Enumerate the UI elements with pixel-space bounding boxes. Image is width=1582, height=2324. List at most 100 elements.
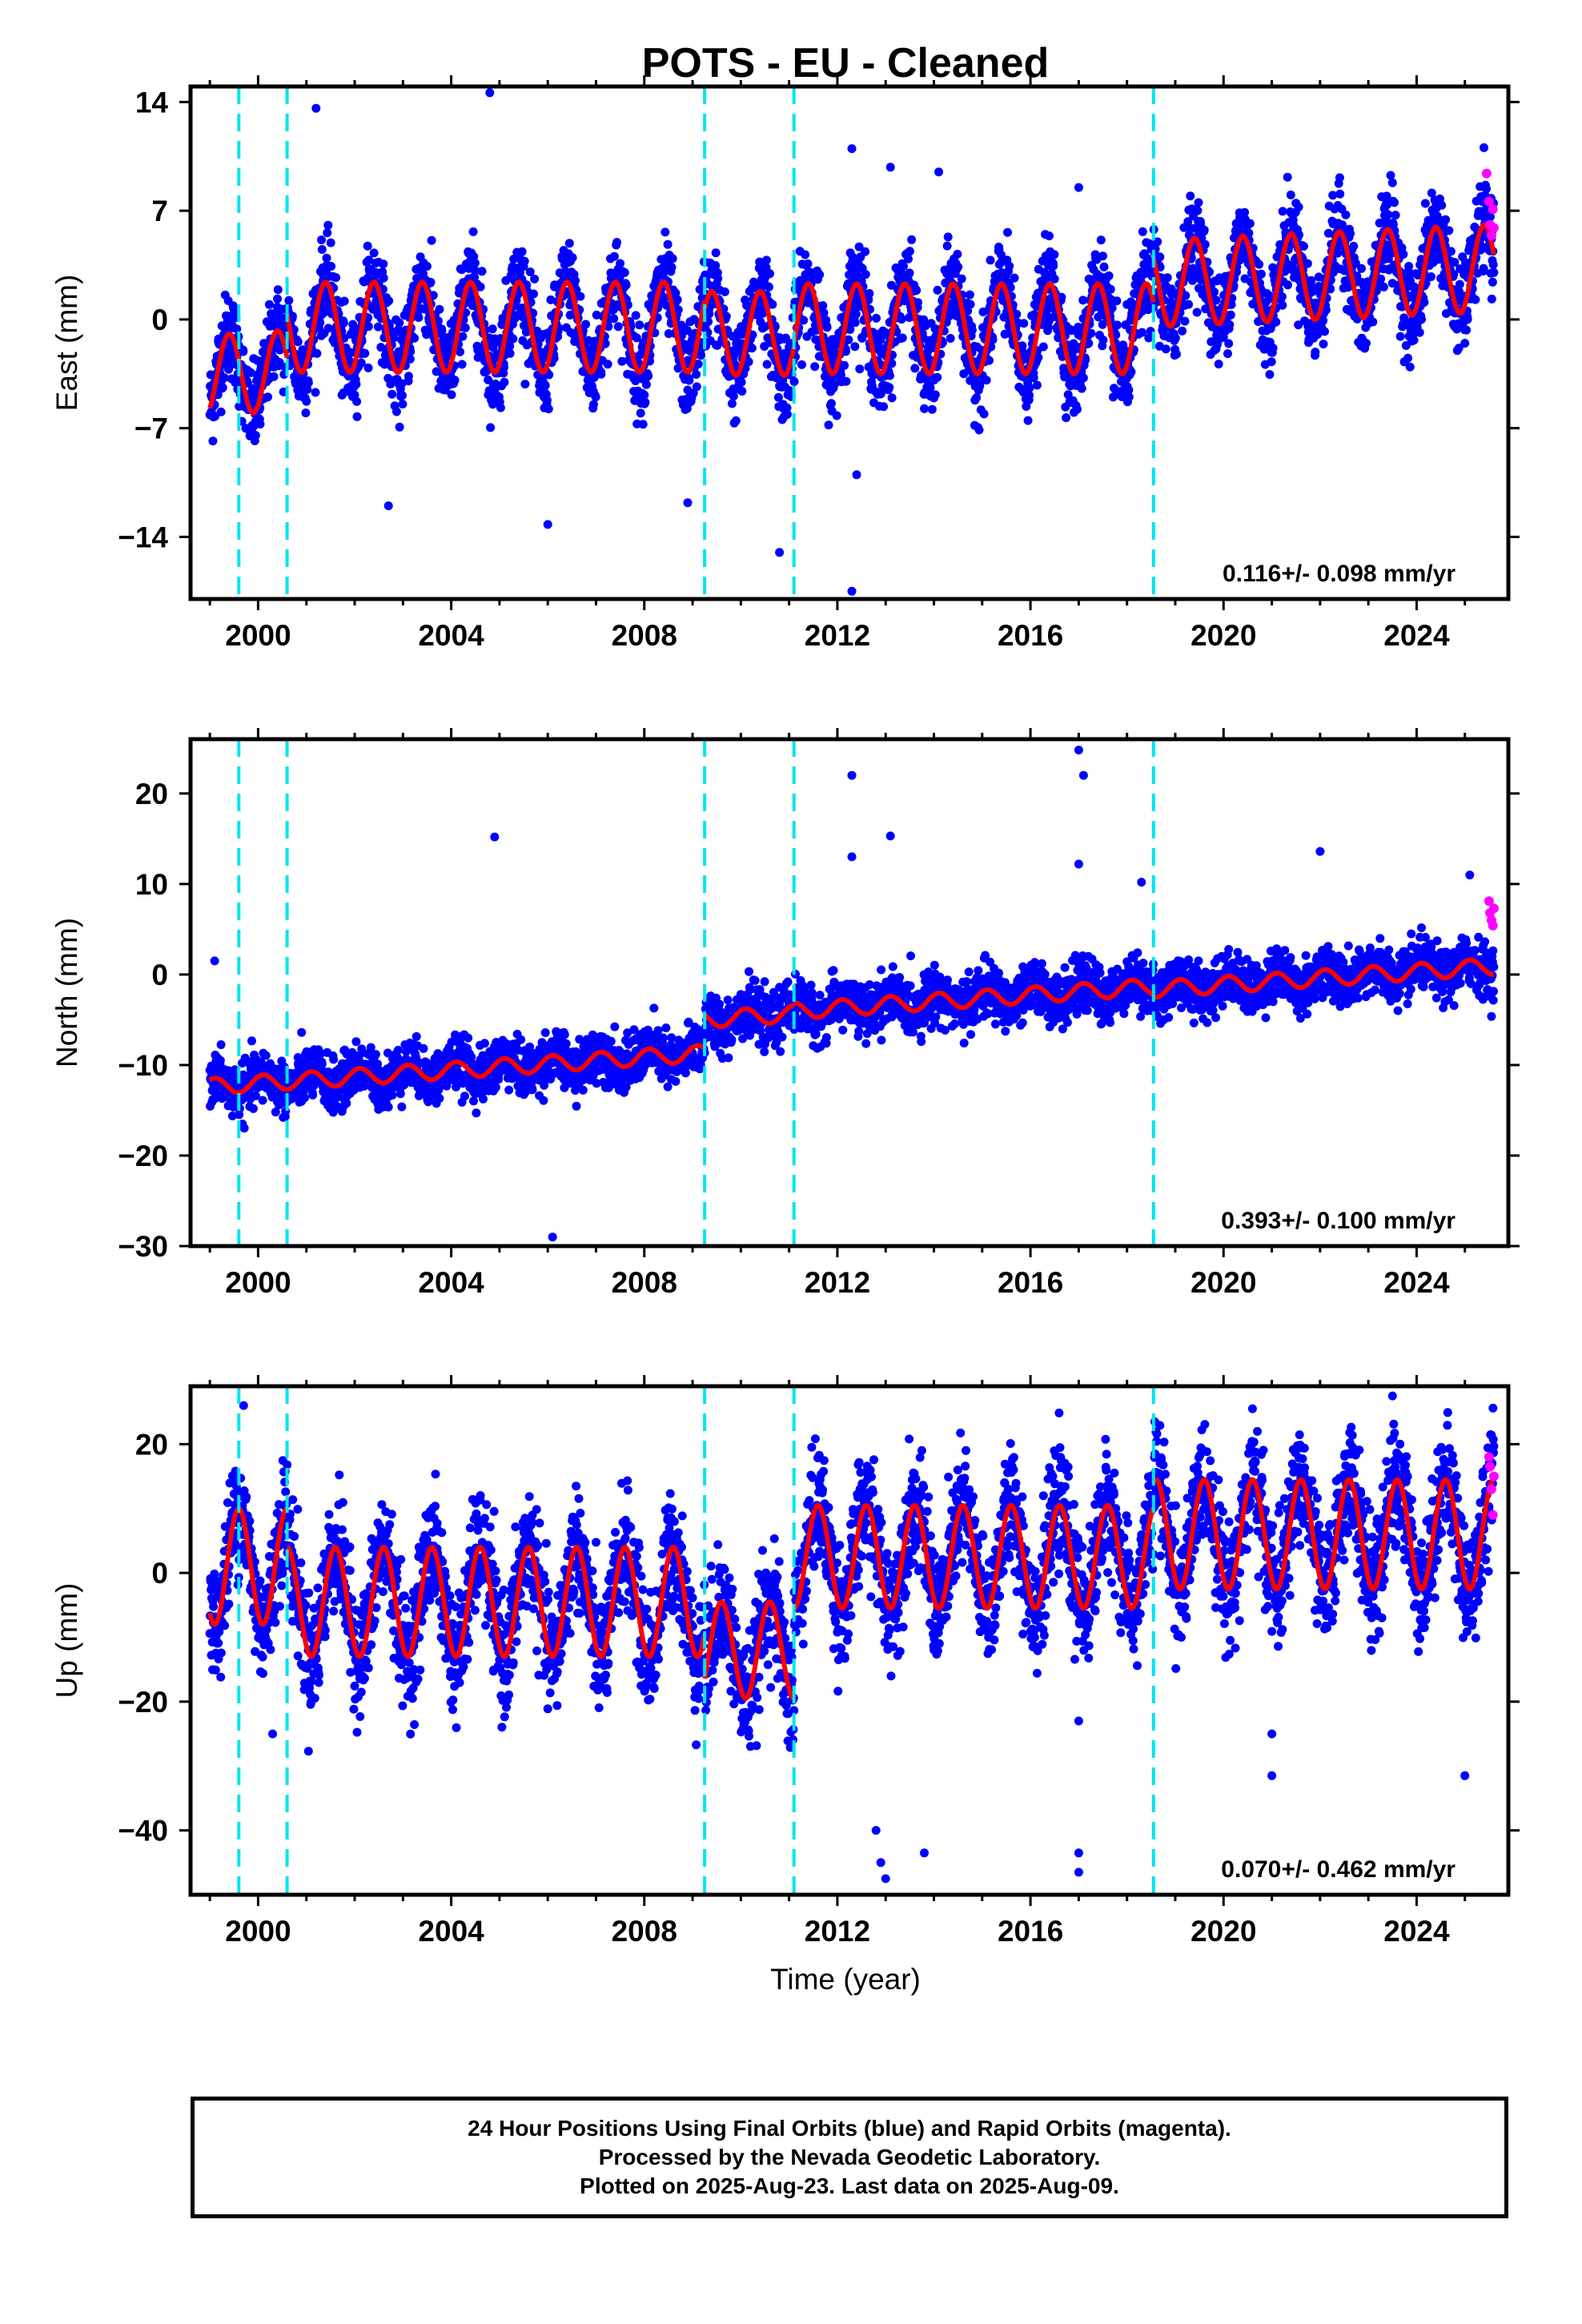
east-data-point bbox=[1311, 348, 1320, 357]
east-data-point bbox=[273, 294, 282, 304]
east-data-point bbox=[218, 383, 227, 392]
east-data-point bbox=[1025, 383, 1034, 392]
north-data-point bbox=[258, 1096, 267, 1105]
east-data-point bbox=[801, 250, 810, 259]
east-data-point bbox=[530, 274, 540, 283]
east-data-point bbox=[1124, 392, 1134, 402]
east-data-point bbox=[1073, 404, 1082, 414]
east-data-point bbox=[620, 267, 629, 277]
east-data-point bbox=[404, 372, 413, 381]
east-data-point bbox=[905, 247, 914, 256]
east-data-point bbox=[1096, 235, 1106, 245]
east-data-point bbox=[668, 254, 677, 263]
east-data-point bbox=[1463, 315, 1472, 324]
east-data-point bbox=[269, 372, 279, 381]
east-data-point bbox=[1186, 191, 1195, 201]
east-data-point bbox=[322, 253, 331, 263]
east-data-point bbox=[1098, 251, 1107, 261]
north-final-orbit-points bbox=[205, 746, 1499, 1242]
east-data-point bbox=[1482, 184, 1491, 194]
east-data-point bbox=[1294, 203, 1303, 211]
east-data-point bbox=[1368, 317, 1378, 327]
east-data-point bbox=[933, 285, 942, 295]
east-data-point bbox=[1409, 336, 1419, 345]
east-data-point bbox=[946, 334, 955, 343]
east-data-point bbox=[667, 263, 677, 272]
east-data-point bbox=[232, 324, 242, 334]
east-data-point bbox=[897, 333, 907, 343]
east-data-point bbox=[384, 296, 394, 306]
east-data-point bbox=[273, 285, 283, 295]
east-data-point bbox=[673, 295, 682, 304]
east-data-point bbox=[1049, 261, 1058, 271]
east-data-point bbox=[1405, 362, 1415, 372]
east-data-point bbox=[1489, 267, 1499, 277]
east-data-point bbox=[727, 399, 737, 408]
east-data-point bbox=[713, 274, 723, 283]
east-data-point bbox=[592, 310, 601, 320]
east-data-point bbox=[1379, 282, 1388, 292]
east-data-point bbox=[635, 320, 644, 330]
x-tick-label: 2016 bbox=[998, 619, 1063, 652]
east-data-point bbox=[640, 390, 649, 400]
east-data-point bbox=[302, 396, 311, 406]
east-data-point bbox=[773, 392, 783, 402]
east-data-point bbox=[953, 249, 962, 259]
east-data-point bbox=[457, 360, 467, 369]
east-data-point bbox=[664, 329, 673, 339]
east-data-point bbox=[581, 320, 591, 329]
east-data-point bbox=[1245, 219, 1255, 228]
east-data-point bbox=[1487, 294, 1496, 304]
east-data-point bbox=[942, 241, 952, 251]
east-data-point bbox=[395, 318, 404, 328]
east-data-point bbox=[1349, 241, 1359, 251]
east-data-point bbox=[264, 300, 274, 309]
north-data-point bbox=[371, 1050, 380, 1059]
east-data-point bbox=[327, 262, 336, 271]
east-data-point bbox=[1488, 277, 1497, 287]
east-data-point bbox=[663, 239, 673, 249]
east-data-point bbox=[511, 311, 520, 320]
east-data-point bbox=[379, 259, 388, 269]
east-data-point bbox=[1223, 349, 1232, 359]
east-data-point bbox=[1225, 320, 1235, 329]
east-data-point bbox=[1444, 226, 1454, 235]
east-data-point bbox=[1335, 173, 1344, 183]
east-data-point bbox=[456, 347, 464, 356]
east-data-point bbox=[352, 412, 362, 421]
east-data-point bbox=[468, 227, 478, 236]
east-data-point bbox=[1283, 172, 1292, 182]
east-data-point bbox=[982, 376, 991, 385]
east-data-point bbox=[1376, 274, 1386, 283]
east-data-point bbox=[458, 332, 468, 341]
east-data-point bbox=[943, 232, 953, 242]
east-data-point bbox=[352, 396, 362, 406]
east-data-point bbox=[1005, 261, 1014, 271]
east-outlier-point bbox=[847, 586, 857, 596]
east-data-point bbox=[1003, 227, 1012, 237]
east-data-point bbox=[427, 235, 436, 245]
north-panel: 2000 2004 2008 2012 2016 2020 2024−30−20−10010… bbox=[50, 728, 1520, 1299]
east-data-point bbox=[1403, 353, 1412, 363]
east-data-point bbox=[263, 392, 272, 402]
x-tick-label: 2020 bbox=[1191, 619, 1256, 652]
east-data-point bbox=[379, 273, 388, 283]
east-data-point bbox=[933, 372, 942, 382]
east-data-point bbox=[861, 270, 870, 279]
east-data-point bbox=[840, 360, 849, 370]
east-data-point bbox=[596, 369, 606, 379]
east-data-point bbox=[1303, 259, 1312, 268]
east-data-point bbox=[1267, 357, 1276, 367]
east-data-point bbox=[323, 324, 333, 333]
east-data-point bbox=[356, 358, 366, 368]
east-data-point bbox=[1471, 295, 1480, 304]
east-data-point bbox=[1446, 247, 1456, 256]
east-data-point bbox=[644, 372, 653, 380]
east-data-point bbox=[255, 420, 265, 429]
east-data-point bbox=[435, 304, 444, 314]
east-data-point bbox=[986, 255, 995, 265]
east-data-point bbox=[1441, 215, 1451, 224]
east-data-point bbox=[488, 343, 498, 352]
east-data-point bbox=[317, 235, 326, 245]
